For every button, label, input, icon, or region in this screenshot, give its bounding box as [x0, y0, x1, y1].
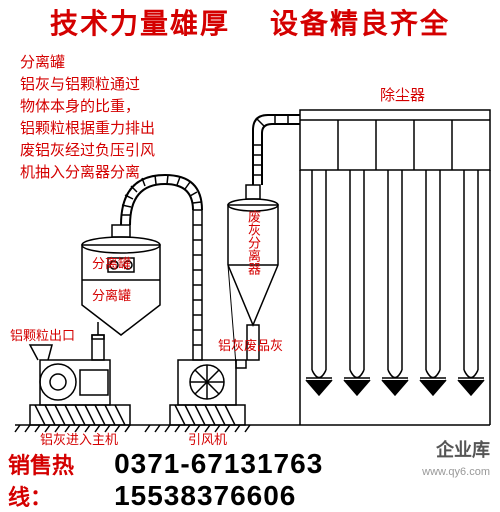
- footer-phone: 0371-67131763 15538376606: [114, 448, 500, 512]
- label-dust-separator: 废灰分离器: [245, 210, 261, 275]
- label-ash-inlet: 铝灰进入主机: [40, 432, 118, 448]
- label-dust-collector: 除尘器: [380, 88, 425, 104]
- label-aluminum-outlet: 铝颗粒出口: [10, 328, 75, 344]
- footer-bar: 销售热线： 0371-67131763 15538376606: [0, 460, 500, 500]
- label-fan: 引风机: [188, 432, 227, 448]
- label-separator-top: 分离罐: [92, 256, 131, 272]
- label-separator-bot: 分离罐: [92, 288, 131, 304]
- footer-label: 销售热线：: [0, 448, 114, 512]
- label-waste-ash: 铝灰废品灰: [218, 338, 283, 354]
